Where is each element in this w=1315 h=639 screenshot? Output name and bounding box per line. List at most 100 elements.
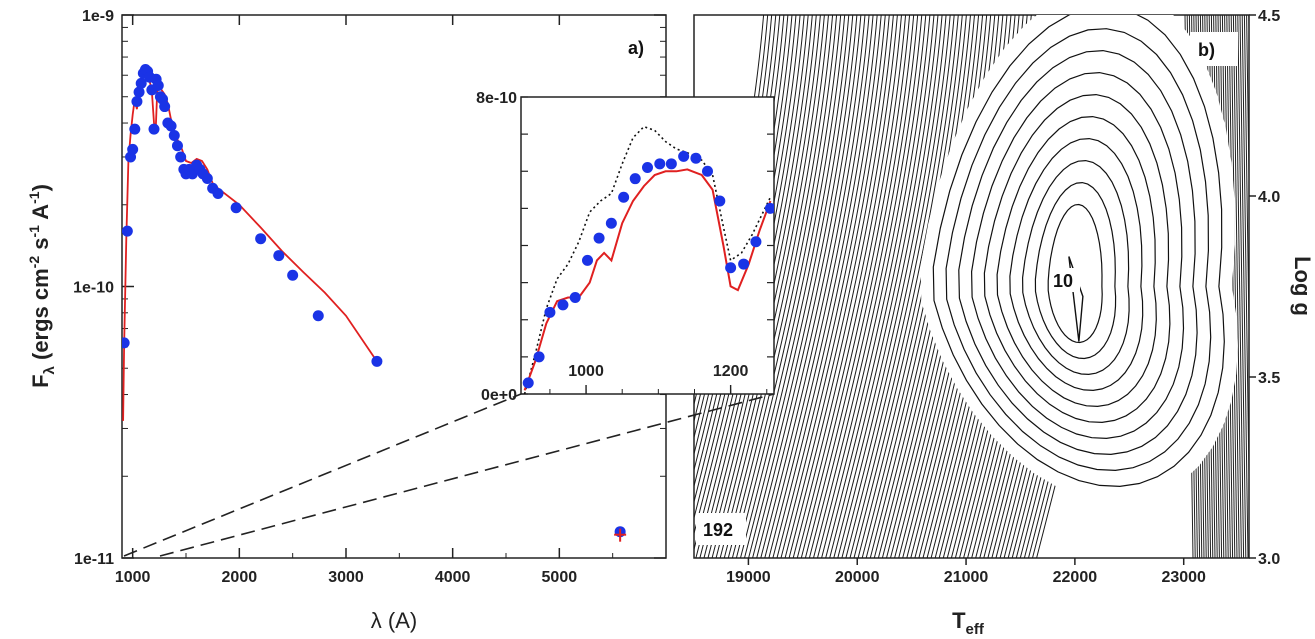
inset-observed-point — [764, 202, 774, 214]
inset-observed-point — [725, 262, 737, 274]
panel-a-y-tick-label: 1e-9 — [82, 8, 114, 25]
contour-line — [849, 15, 959, 558]
panel-a-observed-point — [273, 250, 285, 262]
contour-ring-top — [945, 28, 1212, 472]
contour-line — [719, 15, 829, 558]
panel-b-x-tick-label: 23000 — [1161, 569, 1206, 586]
inset-observed-point — [569, 291, 581, 303]
contour-line — [808, 15, 919, 558]
contour-line — [833, 15, 943, 558]
panel-a-observed-point — [122, 225, 133, 237]
panel-a-label: a) — [628, 38, 644, 58]
contour-ring-top — [932, 15, 1225, 488]
contour-line — [735, 15, 846, 558]
contour-line — [784, 15, 894, 558]
panel-a-observed-point — [165, 120, 177, 132]
panel-b-x-tick-label: 19000 — [726, 569, 771, 586]
contour-line — [841, 15, 951, 558]
panel-a-observed-point — [127, 143, 139, 155]
inset-observed-point — [665, 158, 677, 170]
panel-a-x-tick-label: 3000 — [328, 569, 364, 586]
contour-line — [768, 15, 878, 558]
inset-frame — [520, 96, 775, 395]
inset-observed-point — [593, 232, 605, 244]
panel-a-observed-point — [171, 140, 183, 152]
inset-ticks: 0e+0 8e-10 1000 1200 — [476, 90, 774, 404]
panel-a-observed-point — [255, 233, 267, 245]
zoom-guide-line-1 — [123, 393, 522, 557]
contour-line — [857, 15, 967, 558]
panel-a-observed-point — [230, 202, 242, 214]
inset-observed-point — [654, 158, 666, 170]
inset-observed-point — [533, 351, 545, 363]
inset-observed-point — [738, 258, 750, 270]
inset-plot-area — [522, 125, 774, 394]
contour-line-right — [1232, 15, 1242, 558]
contour-line — [727, 15, 838, 558]
panel-b-y-ticks: 3.0 3.5 4.0 4.5 — [1249, 8, 1280, 568]
inset-observed-point — [750, 236, 762, 248]
contour-line — [788, 15, 898, 558]
contour-line — [752, 15, 862, 558]
inset-observed-point — [582, 254, 594, 266]
panel-a-observed-point — [168, 129, 180, 141]
contour-line — [772, 15, 882, 558]
inset-x-tick-label: 1200 — [713, 363, 749, 380]
contour-label-10-box — [1050, 268, 1080, 292]
inset-observed-point — [618, 191, 630, 203]
panel-a-observed-point — [175, 151, 187, 163]
panel-b-y-tick-label: 4.0 — [1258, 189, 1280, 206]
contour-line-right — [1237, 15, 1247, 558]
contour-ring-top — [1034, 181, 1117, 360]
contour-ring-top — [1047, 203, 1103, 344]
contour-ring-top — [996, 115, 1157, 408]
panel-b-x-tick-label: 20000 — [835, 569, 880, 586]
contour-label-192-box — [696, 513, 746, 545]
contour-ring-top — [1009, 137, 1144, 392]
contour-line-right — [1241, 15, 1249, 511]
contour-line — [780, 15, 890, 558]
contour-line — [743, 15, 854, 558]
panel-b-label: b) — [1198, 40, 1215, 60]
contour-line — [776, 15, 886, 558]
contour-line — [715, 15, 825, 558]
contour-line-right — [1248, 15, 1249, 63]
panel-a-observed-point — [212, 188, 224, 200]
panel-a-observed-point — [371, 355, 383, 367]
contour-ring-top — [1021, 159, 1130, 376]
panel-a-observed-point — [122, 337, 130, 349]
contour-ring-top — [983, 93, 1171, 424]
panel-b-x-ticks: 19000 20000 21000 22000 23000 — [726, 558, 1206, 586]
contour-line — [845, 15, 955, 558]
contour-line — [756, 15, 866, 558]
panel-a-observed-point — [148, 123, 160, 135]
panel-b-x-axis-title: Teff — [952, 608, 985, 638]
panel-a-x-ticks: 1000 2000 3000 4000 5000 — [115, 15, 614, 586]
panel-a-observed-point — [129, 123, 141, 135]
contour-line-right — [1246, 15, 1249, 212]
panel-a-x-tick-label: 1000 — [115, 569, 151, 586]
contour-line — [748, 15, 858, 558]
contour-line — [825, 15, 935, 558]
inset-observed-point — [642, 162, 653, 174]
inset-y-tick-label: 8e-10 — [476, 90, 517, 107]
contour-line — [804, 15, 915, 558]
panel-a-y-tick-label: 1e-10 — [73, 280, 114, 297]
contour-ring-top — [970, 71, 1185, 440]
panel-b-y-tick-label: 3.5 — [1258, 370, 1280, 387]
contour-line — [812, 15, 923, 558]
contour-line — [837, 15, 947, 558]
panel-a-observed-point — [152, 79, 164, 91]
inset-observed-point — [629, 173, 641, 185]
inset-panel: 0e+0 8e-10 1000 1200 — [476, 90, 775, 404]
inset-x-tick-label: 1000 — [568, 363, 604, 380]
contour-line — [829, 15, 939, 558]
contour-line-right — [1228, 15, 1238, 558]
panel-b-y-tick-label: 3.0 — [1258, 551, 1280, 568]
panel-a-observed-point — [312, 310, 324, 322]
panel-a-y-tick-label: 1e-11 — [74, 551, 114, 568]
contour-line — [800, 15, 911, 558]
inset-observed-point — [522, 377, 534, 389]
contour-line-right — [1243, 15, 1249, 362]
